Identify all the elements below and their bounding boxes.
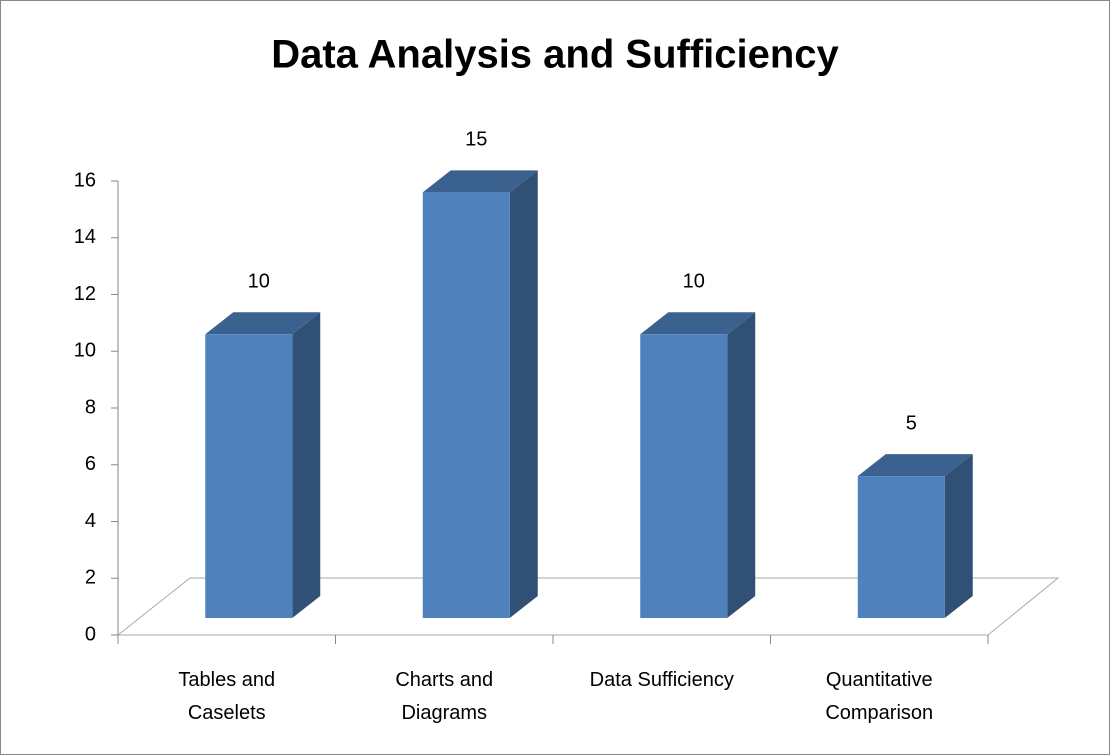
data-label: 10 (248, 271, 270, 293)
y-tick-label: 16 (74, 169, 96, 191)
x-tick-label: Tables and Caselets (178, 669, 276, 724)
y-tick-label: 10 (74, 340, 96, 362)
x-tick-label: Data Sufficiency (589, 669, 734, 691)
y-tick-label: 4 (85, 510, 96, 532)
x-tick-label: Charts and Diagrams (395, 669, 494, 724)
bar-top (640, 312, 756, 335)
floor (116, 577, 1060, 636)
y-tick-label: 2 (85, 567, 96, 589)
y-tick-label: 14 (74, 226, 96, 248)
bar-side (944, 454, 973, 618)
data-label: 5 (906, 412, 917, 434)
bar-top (205, 312, 321, 335)
y-tick-label: 12 (74, 283, 96, 305)
bar-top (422, 170, 538, 193)
bar-side (509, 170, 538, 618)
bar (422, 192, 510, 618)
y-tick-label: 8 (85, 396, 96, 418)
y-tick-label: 0 (85, 623, 96, 645)
chart-title: Data Analysis and Sufficiency (271, 33, 839, 77)
bar-side (292, 312, 321, 618)
y-tick-label: 6 (85, 453, 96, 475)
bar-side (727, 312, 756, 618)
x-tick-label: Quantitative Comparison (825, 669, 934, 724)
data-label: 10 (683, 271, 705, 293)
bar (205, 334, 293, 618)
bar (640, 334, 728, 618)
data-label: 15 (465, 129, 487, 151)
bar (857, 476, 945, 618)
bar-top (857, 454, 973, 477)
